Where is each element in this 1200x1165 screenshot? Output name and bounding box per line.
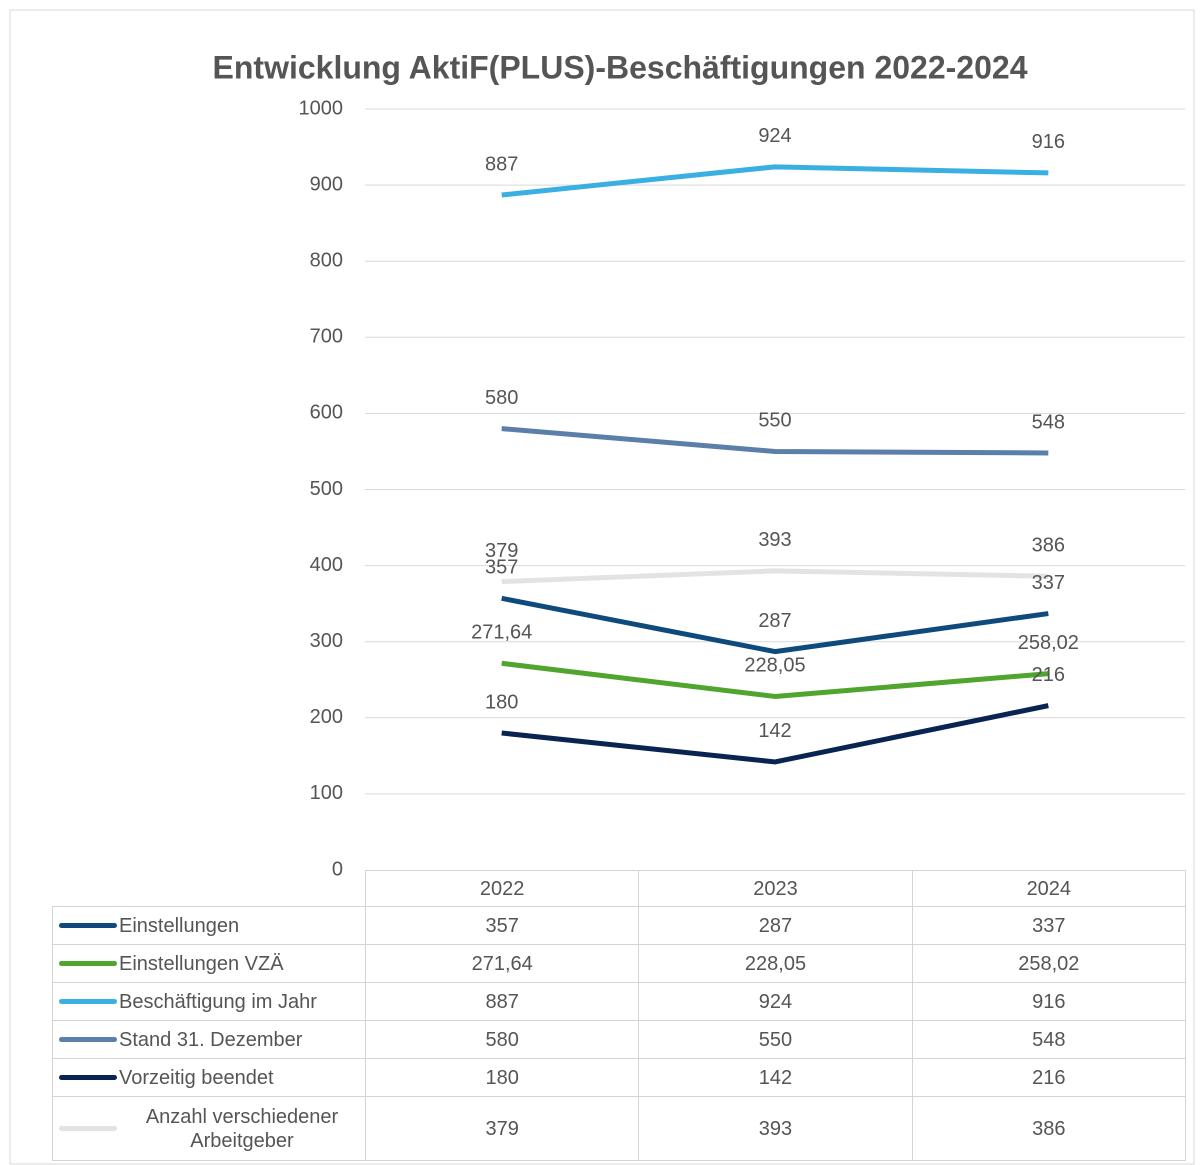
y-tick-label: 0 [332, 858, 343, 880]
data-label: 337 [1032, 572, 1065, 594]
data-label: 580 [485, 387, 518, 409]
y-tick-label: 600 [310, 402, 343, 424]
legend-cell: Stand 31. Dezember [52, 1020, 366, 1059]
frame [9, 9, 1195, 1165]
table-value: 550 [638, 1020, 913, 1059]
table-value: 386 [911, 1096, 1186, 1161]
legend-swatch [59, 1126, 117, 1131]
y-tick-label: 300 [310, 630, 343, 652]
table-value: 887 [365, 982, 640, 1021]
legend-label: Vorzeitig beendet [119, 1066, 274, 1089]
y-tick-label: 700 [310, 326, 343, 348]
legend-label: Einstellungen [119, 914, 240, 937]
table-value: 337 [911, 906, 1186, 945]
legend-swatch [59, 1075, 117, 1080]
table-value: 924 [638, 982, 913, 1021]
legend-swatch [59, 1037, 117, 1042]
table-value: 357 [365, 906, 640, 945]
legend-label: Stand 31. Dezember [119, 1028, 303, 1051]
legend-label: Einstellungen VZÄ [119, 952, 284, 975]
column-header: 2023 [638, 870, 913, 907]
table-value: 228,05 [638, 944, 913, 983]
column-header: 2022 [365, 870, 640, 907]
data-label: 379 [485, 540, 518, 562]
legend-swatch [59, 961, 117, 966]
legend-cell: Vorzeitig beendet [52, 1058, 366, 1097]
y-tick-label: 800 [310, 249, 343, 271]
table-value: 379 [365, 1096, 640, 1161]
series-line [501, 595, 1049, 655]
data-label: 180 [485, 691, 518, 713]
legend-swatch [59, 923, 117, 928]
data-label: 271,64 [471, 622, 532, 644]
data-label: 548 [1032, 411, 1065, 433]
data-label: 916 [1032, 131, 1065, 153]
table-value: 393 [638, 1096, 913, 1161]
series-line [501, 426, 1049, 456]
data-label: 357 [485, 557, 518, 579]
table-value: 271,64 [365, 944, 640, 983]
column-header: 2024 [911, 870, 1186, 907]
data-label: 393 [758, 529, 791, 551]
y-tick-label: 100 [310, 782, 343, 804]
data-label: 216 [1032, 664, 1065, 686]
data-label: 258,02 [1018, 632, 1079, 654]
legend-cell: Einstellungen VZÄ [52, 944, 366, 983]
legend-cell: Anzahl verschiedener Arbeitgeber [52, 1096, 366, 1161]
table-value: 548 [911, 1020, 1186, 1059]
chart-title: Entwicklung AktiF(PLUS)-Beschäftigungen … [213, 49, 1028, 85]
table-value: 216 [911, 1058, 1186, 1097]
legend-label: Anzahl verschiedener Arbeitgeber [145, 1105, 339, 1152]
series-line [501, 703, 1049, 765]
table-value: 916 [911, 982, 1186, 1021]
table-value: 180 [365, 1058, 640, 1097]
series-line [501, 568, 1049, 585]
data-label: 887 [485, 153, 518, 175]
data-label: 386 [1032, 535, 1065, 557]
table-value: 580 [365, 1020, 640, 1059]
series-line [501, 660, 1049, 699]
y-tick-label: 400 [310, 554, 343, 576]
data-label: 550 [758, 410, 791, 432]
table-value: 142 [638, 1058, 913, 1097]
legend-cell: Einstellungen [52, 906, 366, 945]
data-label: 287 [758, 610, 791, 632]
legend-label: Beschäftigung im Jahr [119, 990, 317, 1013]
y-tick-label: 900 [310, 173, 343, 195]
data-label: 142 [758, 720, 791, 742]
table-value: 258,02 [911, 944, 1186, 983]
y-tick-label: 500 [310, 478, 343, 500]
series-line [501, 164, 1049, 198]
y-tick-label: 1000 [299, 97, 344, 119]
table-value: 287 [638, 906, 913, 945]
legend-swatch [59, 999, 117, 1004]
y-tick-label: 200 [310, 706, 343, 728]
data-label: 228,05 [744, 655, 805, 677]
legend-cell: Beschäftigung im Jahr [52, 982, 366, 1021]
data-label: 924 [758, 125, 791, 147]
